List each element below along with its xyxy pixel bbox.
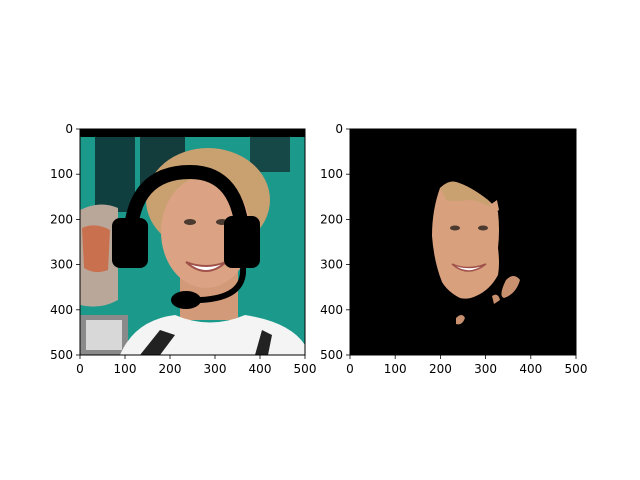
headset-photo: [80, 129, 305, 355]
left-x-tick-label: 400: [249, 362, 272, 376]
right-x-tick-label: 300: [474, 362, 497, 376]
left-y-tick-label: 300: [50, 258, 73, 272]
right-y-tick-label: 300: [320, 258, 343, 272]
right-axes-frame: [349, 128, 577, 356]
right-y-tick-label: 100: [320, 167, 343, 181]
left-x-tick-label: 200: [159, 362, 182, 376]
left-y-tick-label: 500: [50, 348, 73, 362]
right-x-tick-label: 0: [346, 362, 354, 376]
right-y-tick-label: 500: [320, 348, 343, 362]
left-x-tick-label: 300: [204, 362, 227, 376]
right-x-tick-label: 200: [429, 362, 452, 376]
left-x-tick-label: 100: [114, 362, 137, 376]
right-x-tick-label: 400: [519, 362, 542, 376]
left-y-tick-label: 400: [50, 303, 73, 317]
right-y-tick-label: 200: [320, 212, 343, 226]
right-y-tick-label: 0: [335, 122, 343, 136]
segmentation-mask: [350, 129, 576, 355]
left-y-tick-label: 0: [65, 122, 73, 136]
left-axes-frame: [79, 128, 306, 356]
left-x-tick-label: 500: [294, 362, 317, 376]
right-x-tick-label: 500: [565, 362, 588, 376]
right-x-tick-label: 100: [384, 362, 407, 376]
right-y-tick-label: 400: [320, 303, 343, 317]
left-y-tick-label: 200: [50, 212, 73, 226]
left-y-tick-label: 100: [50, 167, 73, 181]
left-x-tick-label: 0: [76, 362, 84, 376]
